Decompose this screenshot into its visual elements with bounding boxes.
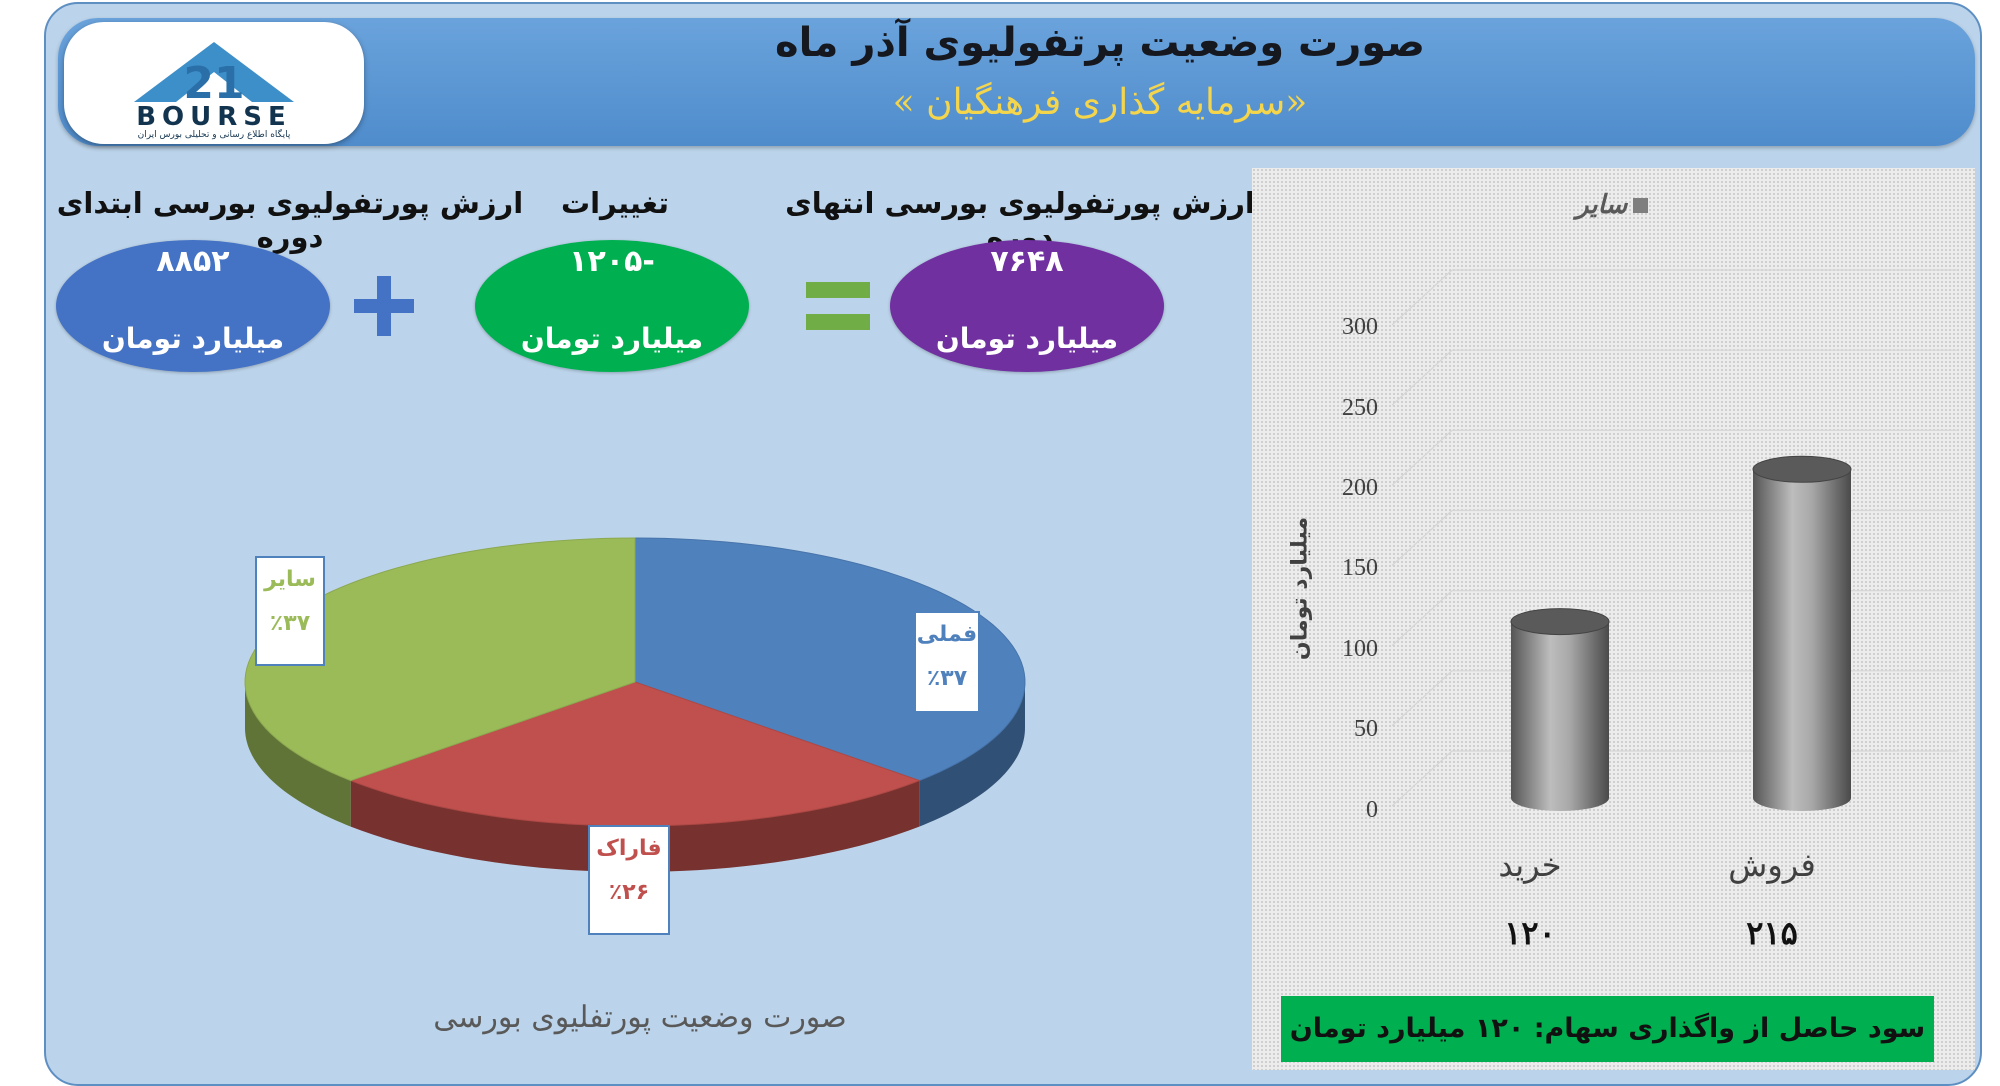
metric-end-ellipse: ۷۶۴۸ میلیارد تومان xyxy=(890,240,1164,372)
y-tick-label: 150 xyxy=(1342,555,1378,581)
pie-label-sayer-name: سایر xyxy=(264,567,316,592)
pie-chart-title: صورت وضعیت پورتفلیوی بورسی xyxy=(433,1000,847,1035)
pie-label-famli-value: ٪۳۷ xyxy=(926,666,968,691)
y-tick-label: 250 xyxy=(1342,395,1378,421)
pie-label-sayer: سایر ٪۳۷ xyxy=(255,556,325,666)
pie-slice xyxy=(634,537,1026,782)
pie-label-farak: فاراک ٪۲۶ xyxy=(588,825,670,935)
profit-note: سود حاصل از واگذاری سهام: ۱۲۰ میلیارد تو… xyxy=(1281,996,1934,1062)
y-tick-label: 0 xyxy=(1366,797,1378,823)
header-banner xyxy=(58,18,1975,146)
logo-mark-icon: 21 xyxy=(134,42,294,108)
page-subtitle: «سرمایه گذاری فرهنگیان » xyxy=(892,82,1308,123)
y-axis-label: میلیارد تومان xyxy=(1287,516,1313,661)
metric-change-label: تغییرات xyxy=(560,186,670,220)
equals-icon xyxy=(806,282,870,332)
metric-start-value: ۸۸۵۲ xyxy=(156,244,230,279)
grid-line xyxy=(1391,670,1453,727)
x-category-label: خرید xyxy=(1498,846,1562,884)
logo-wordmark: BOURSE xyxy=(136,102,292,132)
grid-line xyxy=(1391,429,1453,486)
legend-series-name: سایر xyxy=(1576,190,1628,220)
bourse-logo: 21 BOURSE پایگاه اطلاع رسانی و تحلیلی بو… xyxy=(64,22,364,144)
pie-label-sayer-value: ٪۳۷ xyxy=(269,611,311,636)
grid-line xyxy=(1391,750,1453,807)
pie-slice-side xyxy=(245,682,351,827)
bar-value-label: ۱۲۰ xyxy=(1504,914,1556,952)
metric-end-value: ۷۶۴۸ xyxy=(990,244,1064,279)
metric-end-unit: میلیارد تومان xyxy=(935,322,1119,355)
y-tick-label: 300 xyxy=(1342,314,1378,340)
grid-line xyxy=(1391,590,1453,647)
metric-start-label: ارزش پورتفولیوی بورسی ابتدای دوره xyxy=(56,186,524,254)
metric-change-ellipse: -۱۲۰۵ میلیارد تومان xyxy=(475,240,749,372)
y-tick-label: 100 xyxy=(1342,636,1378,662)
svg-text:21: 21 xyxy=(183,58,244,108)
metric-start-unit: میلیارد تومان xyxy=(101,322,285,355)
logo-tagline: پایگاه اطلاع رسانی و تحلیلی بورس ایران xyxy=(137,130,291,140)
page-title: صورت وضعیت پرتفولیوی آذر ماه xyxy=(775,20,1425,66)
grid-line xyxy=(1391,510,1453,566)
bar-value-label: ۲۱۵ xyxy=(1746,914,1798,952)
grid-line xyxy=(1391,269,1453,326)
bar-chart-legend: سایر xyxy=(1576,190,1649,220)
bar-chart-panel xyxy=(1252,168,1975,1070)
pie-label-farak-value: ٪۲۶ xyxy=(608,880,650,905)
pie-chart xyxy=(244,537,1026,872)
pie-label-farak-name: فاراک xyxy=(596,836,662,861)
metric-change-unit: میلیارد تومان xyxy=(520,322,704,355)
legend-swatch-icon xyxy=(1633,198,1649,213)
metric-start-ellipse: ۸۸۵۲ میلیارد تومان xyxy=(56,240,330,372)
bar-cylinder xyxy=(1510,608,1610,811)
pie-label-famli: فملی ٪۳۷ xyxy=(914,611,980,713)
plus-icon xyxy=(354,276,414,336)
x-category-label: فروش xyxy=(1728,846,1816,884)
grid-line xyxy=(1391,349,1453,406)
metric-change-value: -۱۲۰۵ xyxy=(569,244,655,279)
pie-slice-side xyxy=(919,682,1025,827)
y-tick-label: 50 xyxy=(1354,716,1378,742)
y-tick-label: 200 xyxy=(1342,475,1378,501)
bar-cylinder xyxy=(1752,455,1852,811)
pie-label-famli-name: فملی xyxy=(916,622,978,647)
